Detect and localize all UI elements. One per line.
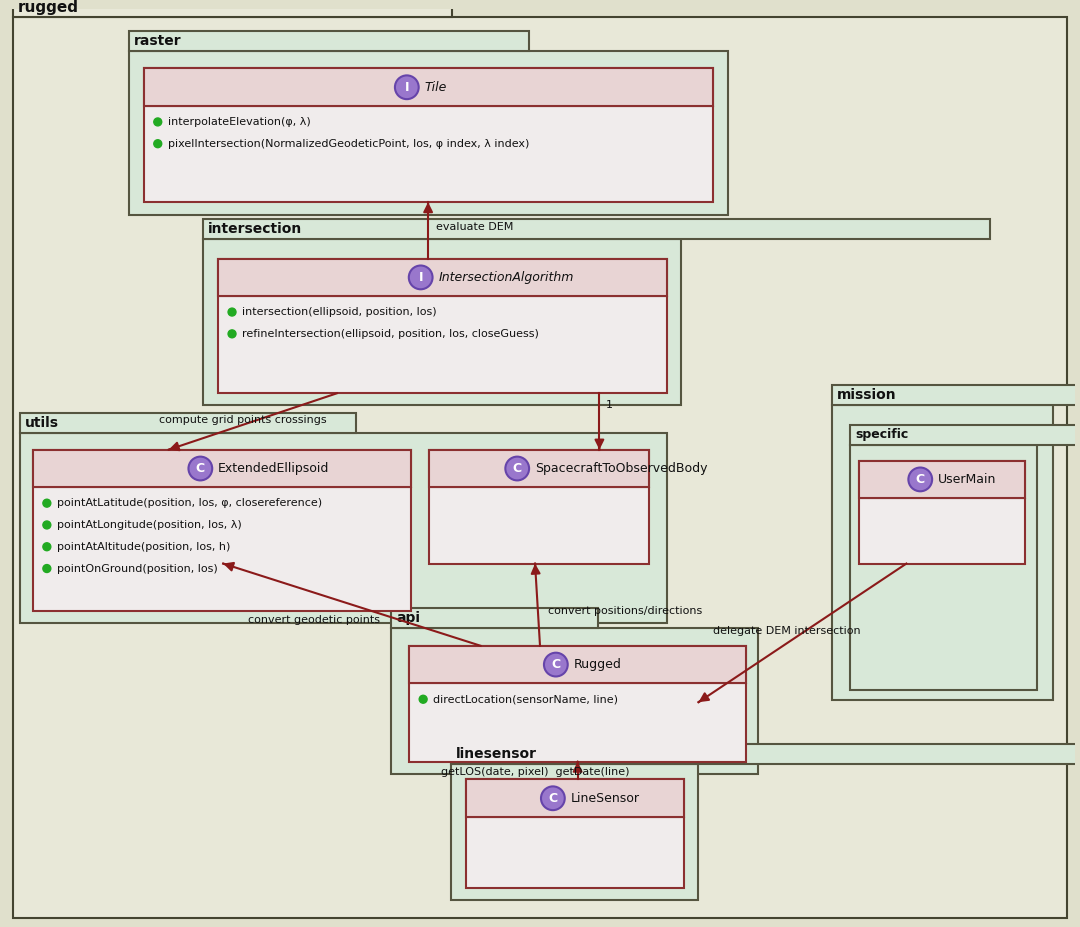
Bar xyxy=(465,780,684,817)
Text: utils: utils xyxy=(25,416,59,430)
Text: directLocation(sensorName, line): directLocation(sensorName, line) xyxy=(433,694,618,705)
Text: refineIntersection(ellipsoid, position, los, closeGuess): refineIntersection(ellipsoid, position, … xyxy=(242,329,539,339)
Circle shape xyxy=(409,265,433,289)
Circle shape xyxy=(189,457,213,480)
Bar xyxy=(859,461,1025,498)
Text: IntersectionAlgorithm: IntersectionAlgorithm xyxy=(438,271,573,284)
Bar xyxy=(144,69,713,106)
Bar xyxy=(129,31,529,51)
Circle shape xyxy=(505,457,529,480)
Text: delegate DEM intersection: delegate DEM intersection xyxy=(713,626,861,636)
Text: C: C xyxy=(513,462,522,475)
Circle shape xyxy=(153,140,162,147)
Text: pixelIntersection(NormalizedGeodeticPoint, los, φ index, λ index): pixelIntersection(NormalizedGeodeticPoin… xyxy=(167,139,529,148)
Text: convert geodetic points: convert geodetic points xyxy=(248,615,380,625)
Circle shape xyxy=(544,653,568,677)
Circle shape xyxy=(153,118,162,126)
Text: C: C xyxy=(551,658,561,671)
Text: ExtendedEllipsoid: ExtendedEllipsoid xyxy=(218,462,329,475)
Circle shape xyxy=(419,695,427,704)
Text: UserMain: UserMain xyxy=(939,473,997,486)
Text: 1: 1 xyxy=(606,400,612,410)
Bar xyxy=(859,461,1025,564)
Text: compute grid points crossings: compute grid points crossings xyxy=(159,415,326,425)
Bar xyxy=(450,743,1080,764)
Text: pointAtLongitude(position, los, λ): pointAtLongitude(position, los, λ) xyxy=(57,520,242,530)
Circle shape xyxy=(395,75,419,99)
Bar xyxy=(429,450,649,564)
Bar xyxy=(129,51,728,215)
Text: C: C xyxy=(549,792,557,805)
Text: I: I xyxy=(418,271,423,284)
Bar xyxy=(450,764,699,900)
Text: C: C xyxy=(916,473,924,486)
Text: intersection(ellipsoid, position, los): intersection(ellipsoid, position, los) xyxy=(242,307,436,317)
Text: pointAtAltitude(position, los, h): pointAtAltitude(position, los, h) xyxy=(57,541,230,552)
Bar xyxy=(832,386,1080,405)
Bar xyxy=(218,259,666,297)
Text: api: api xyxy=(396,611,420,625)
Text: C: C xyxy=(195,462,205,475)
Circle shape xyxy=(541,786,565,810)
Text: SpacecraftToObservedBody: SpacecraftToObservedBody xyxy=(535,462,707,475)
Bar xyxy=(850,425,1080,445)
Bar xyxy=(409,646,746,762)
Text: specific: specific xyxy=(855,428,908,441)
Circle shape xyxy=(43,565,51,573)
Text: pointOnGround(position, los): pointOnGround(position, los) xyxy=(57,564,217,574)
Circle shape xyxy=(43,521,51,529)
Bar xyxy=(391,608,598,628)
Bar xyxy=(832,405,1053,700)
Bar xyxy=(21,413,355,433)
Circle shape xyxy=(228,330,237,337)
Bar xyxy=(203,219,989,239)
Bar xyxy=(33,450,411,611)
Bar xyxy=(429,450,649,488)
Circle shape xyxy=(228,308,237,316)
Bar xyxy=(218,259,666,393)
Text: Tile: Tile xyxy=(424,81,447,94)
Bar xyxy=(21,433,666,623)
Text: LineSensor: LineSensor xyxy=(570,792,639,805)
Text: I: I xyxy=(405,81,409,94)
Bar xyxy=(465,780,684,888)
Text: getLOS(date, pixel)  getDate(line): getLOS(date, pixel) getDate(line) xyxy=(441,767,630,777)
Text: rugged: rugged xyxy=(18,0,79,15)
Bar xyxy=(850,445,1037,691)
Circle shape xyxy=(43,500,51,507)
Text: intersection: intersection xyxy=(208,222,302,235)
Text: pointAtLatitude(position, los, φ, closereference): pointAtLatitude(position, los, φ, closer… xyxy=(57,498,322,508)
Text: mission: mission xyxy=(837,388,896,402)
Text: raster: raster xyxy=(134,33,181,47)
Circle shape xyxy=(908,467,932,491)
Text: evaluate DEM: evaluate DEM xyxy=(436,222,513,232)
Bar xyxy=(144,69,713,202)
Bar xyxy=(13,0,451,17)
Bar xyxy=(391,628,758,773)
Text: Rugged: Rugged xyxy=(573,658,622,671)
Circle shape xyxy=(43,543,51,551)
Text: interpolateElevation(φ, λ): interpolateElevation(φ, λ) xyxy=(167,117,310,127)
Bar xyxy=(409,646,746,683)
Text: linesensor: linesensor xyxy=(456,747,537,761)
Text: convert positions/directions: convert positions/directions xyxy=(548,606,702,616)
Bar xyxy=(33,450,411,488)
Bar xyxy=(203,239,680,405)
